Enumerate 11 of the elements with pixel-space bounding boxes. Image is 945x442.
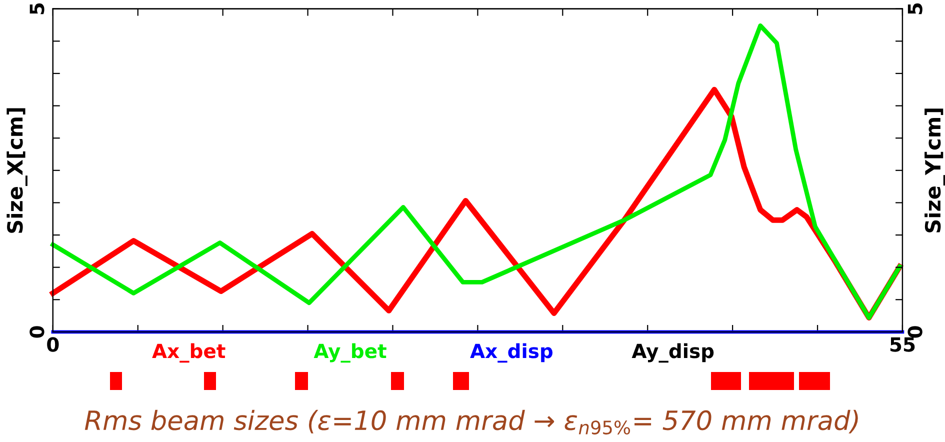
text: Ax_bet	[152, 343, 226, 363]
y-axis-title: Size_X[cm]	[6, 108, 28, 233]
legend-label: Ay_disp	[632, 343, 714, 363]
line-series	[50, 23, 902, 320]
y2-tick-label: 0	[908, 326, 922, 338]
text: Ay_bet	[314, 343, 386, 363]
y2-tick-label: 5	[908, 3, 922, 14]
series-label: Ax_disp	[470, 343, 553, 363]
y2-axis-title: Size_Y[cm]	[924, 108, 945, 232]
text: Rms beam sizes (ε=10 mm mrad → ε$_{n95%}$= 570 mm mrad)	[84, 410, 858, 434]
x-tick-label: 55	[890, 337, 915, 352]
